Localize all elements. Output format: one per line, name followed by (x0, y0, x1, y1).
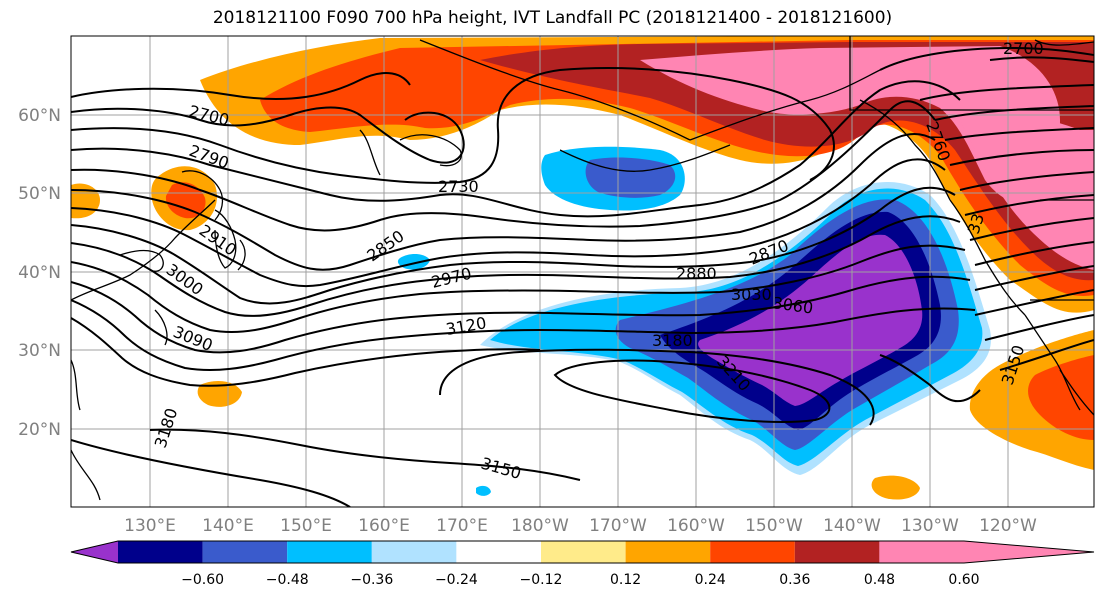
colorbar-bin (118, 541, 203, 563)
height-contours (71, 46, 1094, 507)
contour-label-2730: 2730 (438, 177, 479, 196)
lon-label-130e: 130°E (124, 516, 176, 536)
colorbar-bin (879, 541, 964, 563)
lon-label-170w: 170°W (589, 516, 647, 536)
map-title: 2018121100 F090 700 hPa height, IVT Land… (212, 8, 893, 28)
colorbar-bin (371, 541, 457, 563)
colorbar-tick-label: 0.36 (779, 572, 810, 588)
colorbar-tick-label: 0.60 (948, 572, 979, 588)
colorbar-tick-label: −0.24 (435, 572, 478, 588)
lon-label-180w: 180°W (511, 516, 569, 536)
lon-label-150w: 150°W (745, 516, 803, 536)
lat-label-30n: 30°N (18, 341, 61, 361)
colorbar-extend-high (964, 541, 1094, 563)
lon-label-130w: 130°W (901, 516, 959, 536)
lon-label-160w: 160°W (667, 516, 725, 536)
colorbar-extend-low (71, 541, 118, 563)
contour-label-3180-east: 3180 (652, 331, 693, 350)
lon-label-120w: 120°W (979, 516, 1037, 536)
colorbar-tick-label: 0.24 (695, 572, 726, 588)
colorbar-bin (625, 541, 711, 563)
colorbar-bin (710, 541, 795, 563)
colorbar-tick-label: −0.60 (181, 572, 224, 588)
lon-label-140e: 140°E (202, 516, 254, 536)
lat-label-40n: 40°N (18, 263, 61, 283)
lon-label-140w: 140°W (823, 516, 881, 536)
lon-label-160e: 160°E (358, 516, 410, 536)
map-frame (70, 35, 1095, 508)
lon-label-170e: 170°E (436, 516, 488, 536)
colorbar-tick-label: −0.36 (350, 572, 393, 588)
lat-label-50n: 50°N (18, 184, 61, 204)
contour-label-3030: 3030 (731, 285, 772, 304)
colorbar-bin (202, 541, 288, 563)
lat-label-60n: 60°N (18, 106, 61, 126)
lon-label-150e: 150°E (280, 516, 332, 536)
colorbar-tick-label: −0.12 (520, 572, 563, 588)
colorbar-tick-label: 0.12 (610, 572, 641, 588)
latitude-labels: 60°N 50°N 40°N 30°N 20°N (18, 106, 61, 440)
colorbar-bin (287, 541, 372, 563)
lat-label-20n: 20°N (18, 420, 61, 440)
contour-label-2880: 2880 (676, 264, 717, 283)
colorbar-tick-label: 0.48 (864, 572, 895, 588)
colorbar-outline (70, 540, 1095, 564)
contour-label-2700-east: 2700 (1003, 39, 1044, 58)
gridlines (71, 36, 1094, 507)
colorbar-bin (456, 541, 541, 563)
contour-labels: 2700 2700 2790 2730 2910 2850 2760 2970 … (151, 39, 1044, 483)
longitude-labels: 130°E 140°E 150°E 160°E 170°E 180°W 170°… (124, 516, 1037, 536)
colorbar: −0.60 −0.48 −0.36 −0.24 −0.12 0.12 0.24 … (70, 540, 1095, 588)
colorbar-bin (541, 541, 626, 563)
colorbar-tick-label: −0.48 (266, 572, 309, 588)
colorbar-bin (794, 541, 880, 563)
